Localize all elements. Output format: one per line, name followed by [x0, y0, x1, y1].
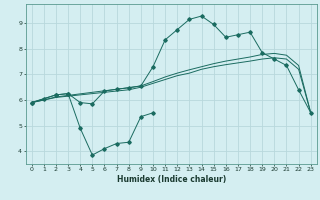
X-axis label: Humidex (Indice chaleur): Humidex (Indice chaleur) — [116, 175, 226, 184]
